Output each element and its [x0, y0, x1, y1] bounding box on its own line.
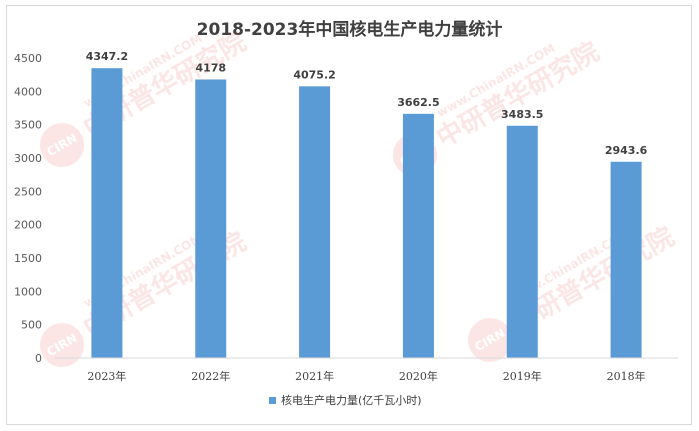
legend: 核电生产电力量(亿千瓦小时): [269, 393, 422, 407]
watermark-layer: CIRN中研普华研究院www.ChinaIRN.COMCIRN中研普华研究院ww…: [40, 26, 679, 367]
y-tick-label: 1000: [14, 285, 42, 298]
x-tick-label: 2022年: [191, 369, 230, 383]
bar: [402, 113, 434, 358]
legend-label: 核电生产电力量(亿千瓦小时): [281, 393, 422, 407]
y-tick-label: 3000: [14, 152, 42, 165]
legend-swatch: [269, 397, 276, 404]
watermark-logo-icon: [40, 123, 84, 167]
x-tick-label: 2021年: [295, 369, 334, 383]
data-labels: 4347.2 4178 4075.2 3662.5 3483.5 2943.6: [86, 50, 648, 157]
y-tick-label: 0: [35, 352, 42, 365]
x-tick-label: 2018年: [607, 369, 646, 383]
watermark-logo-icon: [40, 323, 84, 367]
y-axis: 0 500 1000 1500 2000 2500 3000 3500 4000 4500: [14, 52, 42, 365]
x-tick-label: 2023年: [87, 369, 126, 383]
y-tick-label: 2500: [14, 185, 42, 198]
y-tick-label: 2000: [14, 219, 42, 232]
chart-title: 2018-2023年中国核电生产电力量统计: [196, 20, 503, 40]
y-tick-label: 4000: [14, 85, 42, 98]
watermark-logo-icon: [468, 318, 512, 362]
y-tick-label: 4500: [14, 52, 42, 65]
data-label: 3483.5: [501, 108, 543, 121]
data-label: 2943.6: [605, 144, 648, 157]
bar: [195, 79, 227, 358]
y-tick-label: 500: [21, 319, 42, 332]
bar-series: [91, 68, 642, 359]
y-tick-label: 3500: [14, 119, 42, 132]
bar: [299, 86, 331, 358]
y-tick-label: 1500: [14, 252, 42, 265]
x-axis: 2023年 2022年 2021年 2020年 2019年 2018年: [55, 357, 678, 383]
bar: [610, 161, 642, 358]
x-tick-label: 2020年: [399, 369, 438, 383]
bar: [91, 68, 123, 358]
x-tick-label: 2019年: [503, 369, 542, 383]
data-label: 4347.2: [86, 50, 128, 63]
data-label: 4075.2: [293, 68, 335, 81]
data-label: 4178: [195, 61, 226, 74]
data-label: 3662.5: [397, 96, 439, 109]
bar: [506, 125, 538, 359]
